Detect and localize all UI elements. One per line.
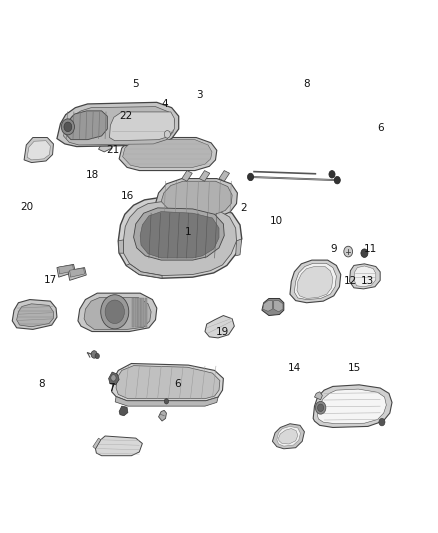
Polygon shape: [99, 136, 114, 152]
Polygon shape: [297, 266, 333, 298]
Text: 4: 4: [161, 99, 168, 109]
Polygon shape: [17, 304, 53, 327]
Circle shape: [111, 375, 116, 381]
Polygon shape: [318, 389, 386, 424]
Circle shape: [91, 351, 97, 358]
Polygon shape: [70, 268, 85, 277]
Polygon shape: [134, 208, 224, 260]
Circle shape: [329, 171, 335, 178]
Polygon shape: [119, 138, 217, 171]
Polygon shape: [138, 298, 141, 327]
Text: 15: 15: [348, 363, 361, 373]
Text: 6: 6: [378, 123, 385, 133]
Text: 1: 1: [185, 227, 192, 237]
Polygon shape: [68, 268, 86, 280]
Circle shape: [95, 353, 99, 359]
Text: 22: 22: [120, 111, 133, 121]
Polygon shape: [24, 138, 53, 163]
Polygon shape: [64, 107, 174, 145]
Circle shape: [105, 300, 124, 324]
Polygon shape: [161, 181, 232, 216]
Polygon shape: [219, 171, 230, 181]
Polygon shape: [93, 438, 101, 449]
Polygon shape: [354, 266, 376, 287]
Text: 13: 13: [361, 277, 374, 286]
Text: 11: 11: [364, 245, 377, 254]
Polygon shape: [65, 111, 107, 140]
Text: 12: 12: [344, 277, 357, 286]
Text: 6: 6: [174, 379, 181, 389]
Polygon shape: [205, 316, 234, 338]
Circle shape: [61, 119, 74, 135]
Text: 7: 7: [108, 383, 115, 393]
Polygon shape: [140, 212, 219, 258]
Polygon shape: [277, 426, 300, 446]
Polygon shape: [155, 179, 237, 219]
Polygon shape: [116, 366, 220, 399]
Text: 9: 9: [330, 245, 337, 254]
Polygon shape: [145, 298, 147, 327]
Circle shape: [334, 176, 340, 184]
Polygon shape: [262, 298, 284, 316]
Polygon shape: [314, 392, 322, 400]
Polygon shape: [350, 264, 380, 289]
Text: 8: 8: [303, 79, 310, 89]
Polygon shape: [126, 264, 162, 278]
Circle shape: [164, 131, 170, 138]
Polygon shape: [110, 112, 174, 141]
Polygon shape: [119, 406, 128, 416]
Circle shape: [101, 295, 129, 329]
Text: 21: 21: [106, 146, 120, 155]
Polygon shape: [95, 436, 142, 456]
Polygon shape: [141, 298, 144, 327]
Circle shape: [379, 418, 385, 426]
Polygon shape: [57, 264, 75, 277]
Text: 17: 17: [44, 275, 57, 285]
Polygon shape: [123, 140, 212, 167]
Polygon shape: [78, 293, 157, 332]
Circle shape: [247, 173, 254, 181]
Polygon shape: [199, 171, 210, 181]
Circle shape: [164, 399, 169, 404]
Polygon shape: [279, 429, 298, 444]
Polygon shape: [59, 265, 74, 274]
Polygon shape: [124, 201, 237, 276]
Polygon shape: [263, 301, 272, 311]
Polygon shape: [274, 301, 283, 312]
Text: 20: 20: [21, 202, 34, 212]
Circle shape: [361, 249, 368, 257]
Polygon shape: [109, 372, 119, 385]
Polygon shape: [118, 240, 124, 253]
Text: 16: 16: [120, 191, 134, 201]
Text: 3: 3: [196, 90, 203, 100]
Circle shape: [344, 246, 353, 257]
Polygon shape: [84, 297, 151, 329]
Polygon shape: [272, 424, 304, 449]
Polygon shape: [313, 385, 392, 427]
Text: 5: 5: [132, 79, 139, 89]
Polygon shape: [135, 298, 138, 327]
Polygon shape: [294, 263, 336, 300]
Polygon shape: [12, 300, 57, 329]
Text: 10: 10: [269, 216, 283, 226]
Text: 8: 8: [38, 379, 45, 389]
Polygon shape: [290, 260, 341, 303]
Circle shape: [318, 404, 324, 411]
Polygon shape: [236, 239, 242, 256]
Text: 18: 18: [86, 170, 99, 180]
Polygon shape: [57, 102, 179, 147]
Circle shape: [64, 122, 72, 132]
Polygon shape: [159, 410, 166, 421]
Polygon shape: [27, 141, 50, 160]
Polygon shape: [132, 298, 134, 327]
Text: 14: 14: [288, 363, 301, 373]
Circle shape: [315, 401, 326, 414]
Text: 19: 19: [216, 327, 229, 336]
Polygon shape: [115, 397, 218, 406]
Polygon shape: [182, 171, 192, 181]
Text: 2: 2: [240, 203, 247, 213]
Polygon shape: [118, 197, 242, 278]
Polygon shape: [112, 364, 223, 401]
